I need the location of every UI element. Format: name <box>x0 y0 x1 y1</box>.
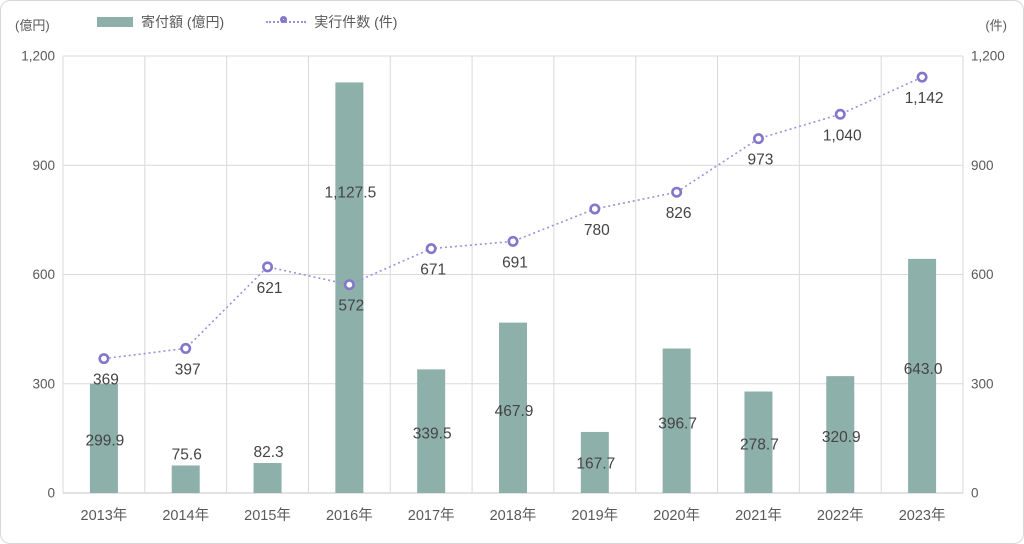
bar-value-label: 320.9 <box>822 429 861 446</box>
line-marker <box>262 261 274 273</box>
line-series-label: 実行件数 (件) <box>314 14 398 30</box>
line-value-label: 369 <box>93 372 119 389</box>
bar-series-swatch <box>97 17 133 27</box>
x-axis-category-label: 2014年 <box>162 507 209 524</box>
line-value-label: 973 <box>748 152 774 169</box>
line-value-label: 572 <box>338 298 364 315</box>
x-axis-category-label: 2021年 <box>735 507 782 524</box>
line-marker <box>343 279 355 291</box>
bar-value-label: 278.7 <box>740 436 779 453</box>
left-axis-unit-label: (億円) <box>15 18 50 33</box>
bar <box>253 463 282 493</box>
bar <box>580 431 609 493</box>
x-axis-category-label: 2017年 <box>408 507 455 524</box>
right-axis-tick-label: 600 <box>971 267 994 282</box>
line-series-swatch <box>266 16 307 28</box>
bar <box>89 383 118 493</box>
line-value-label: 621 <box>257 280 283 297</box>
left-axis-tick-label: 0 <box>47 486 55 501</box>
line-marker <box>180 342 192 354</box>
line-value-label: 671 <box>420 262 446 279</box>
bar <box>171 465 200 493</box>
line-marker <box>834 108 846 120</box>
line-marker <box>98 353 110 365</box>
x-axis-category-label: 2019年 <box>571 507 618 524</box>
bar-value-label: 396.7 <box>658 416 697 433</box>
bar-value-label: 467.9 <box>495 403 534 420</box>
bar-value-label: 339.5 <box>413 426 452 443</box>
x-axis-category-label: 2018年 <box>490 507 537 524</box>
x-axis-category-label: 2022年 <box>817 507 864 524</box>
line-marker <box>671 186 683 198</box>
bar <box>417 369 446 493</box>
bar <box>908 258 937 493</box>
dotted-line-icon <box>266 21 307 23</box>
line-value-label: 1,040 <box>823 127 862 144</box>
legend-item-donation: 寄付額 (億円) <box>97 12 224 32</box>
x-axis-category-label: 2023年 <box>899 507 946 524</box>
bar <box>662 348 691 493</box>
circle-marker-icon <box>280 16 288 23</box>
left-axis-tick-label: 600 <box>32 267 55 282</box>
line-value-label: 780 <box>584 222 610 239</box>
bar <box>499 322 527 493</box>
line-marker <box>752 133 764 145</box>
bar-value-label: 1,127.5 <box>325 184 377 201</box>
line-value-label: 397 <box>175 361 201 378</box>
line-value-label: 1,142 <box>905 90 944 107</box>
bar-value-label: 643.0 <box>904 361 943 378</box>
line-value-label: 691 <box>502 254 528 271</box>
bar-value-label: 167.7 <box>576 456 615 473</box>
x-axis-category-label: 2013年 <box>81 507 128 524</box>
bar-value-label: 82.3 <box>253 444 283 461</box>
right-axis-tick-label: 0 <box>971 486 979 501</box>
line-marker <box>589 203 601 215</box>
line-marker <box>425 243 437 255</box>
left-axis-tick-label: 900 <box>32 158 55 173</box>
line-series <box>103 76 923 360</box>
x-axis-category-label: 2020年 <box>653 507 700 524</box>
legend: 寄付額 (億円) 実行件数 (件) <box>97 12 397 32</box>
bar <box>744 391 773 493</box>
bar-value-label: 75.6 <box>172 446 202 463</box>
x-axis-category-label: 2016年 <box>326 507 373 524</box>
right-axis-tick-label: 1,200 <box>971 49 1005 64</box>
line-marker <box>507 235 519 247</box>
right-axis-tick-label: 900 <box>971 158 994 173</box>
x-axis-category-label: 2015年 <box>244 507 291 524</box>
legend-item-executions: 実行件数 (件) <box>266 12 397 32</box>
bar <box>826 376 855 493</box>
left-axis-tick-label: 1,200 <box>21 49 55 64</box>
left-axis-tick-label: 300 <box>32 376 55 391</box>
line-value-label: 826 <box>666 205 692 222</box>
bar-series-label: 寄付額 (億円) <box>141 14 225 30</box>
bar-value-label: 299.9 <box>86 433 125 450</box>
right-axis-unit-label: (件) <box>985 18 1007 33</box>
right-axis-tick-label: 300 <box>971 376 994 391</box>
line-marker <box>916 71 928 83</box>
